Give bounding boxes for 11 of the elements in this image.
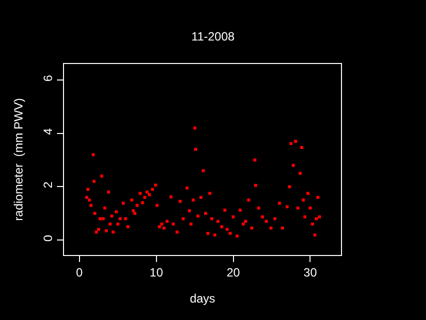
x-axis-title: days [190, 291, 216, 306]
y-axis-title: radiometer (mm PWV) [12, 98, 26, 221]
chart-title: 11-2008 [191, 29, 235, 44]
x-tick-label: 30 [304, 265, 318, 280]
y-tick-label: 6 [41, 74, 56, 82]
y-tick-label: 2 [41, 181, 56, 188]
y-tick-label: 0 [41, 234, 56, 242]
x-tick-label: 10 [150, 265, 164, 280]
x-tick-label: 20 [226, 265, 240, 280]
y-tick-label: 4 [41, 128, 56, 135]
x-tick-label: 0 [76, 265, 84, 280]
